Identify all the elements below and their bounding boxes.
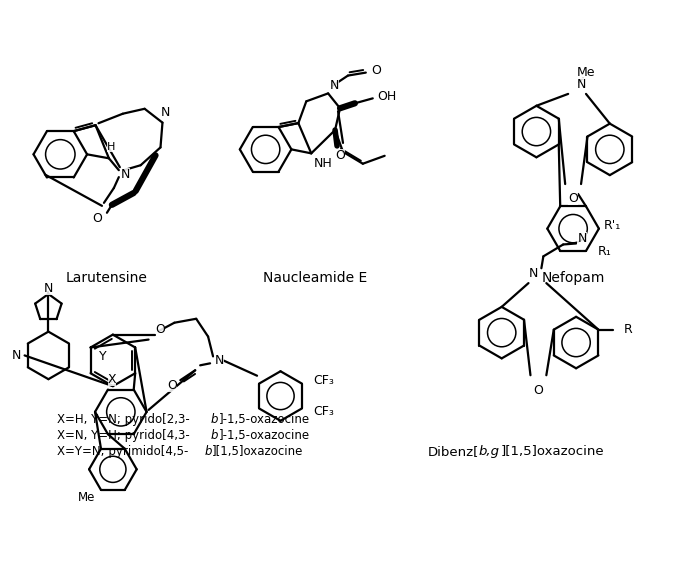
Text: Dibenz[: Dibenz[ <box>427 445 479 458</box>
Text: b: b <box>211 413 219 426</box>
Text: CF₃: CF₃ <box>313 405 334 418</box>
Text: N: N <box>577 232 587 245</box>
Text: X=Y=N; pyrimido[4,5-: X=Y=N; pyrimido[4,5- <box>58 445 188 458</box>
Text: O: O <box>335 149 345 162</box>
Text: O: O <box>155 323 165 336</box>
Text: H: H <box>107 142 115 152</box>
Text: ][1,5]oxazocine: ][1,5]oxazocine <box>212 445 303 458</box>
Text: N: N <box>529 267 538 280</box>
Text: Nefopam: Nefopam <box>541 271 605 285</box>
Text: N: N <box>44 282 53 295</box>
Text: X=N, Y=H; pyrido[4,3-: X=N, Y=H; pyrido[4,3- <box>58 429 190 442</box>
Text: CF₃: CF₃ <box>313 374 334 387</box>
Text: OH: OH <box>377 90 396 103</box>
Text: N: N <box>214 354 224 367</box>
Text: N: N <box>161 106 170 119</box>
Text: ]-1,5-oxazocine: ]-1,5-oxazocine <box>219 413 310 426</box>
Text: O: O <box>92 212 102 225</box>
Text: Y: Y <box>99 350 106 363</box>
Text: Me: Me <box>77 492 95 505</box>
Text: N: N <box>329 79 339 92</box>
Text: X=H, Y=N; pyrido[2,3-: X=H, Y=N; pyrido[2,3- <box>58 413 190 426</box>
Text: O: O <box>568 192 578 205</box>
Text: O: O <box>534 383 543 396</box>
Text: N: N <box>12 349 21 362</box>
Text: O: O <box>371 64 381 77</box>
Text: Larutensine: Larutensine <box>66 271 148 285</box>
Text: ]-1,5-oxazocine: ]-1,5-oxazocine <box>219 429 310 442</box>
Text: R'₁: R'₁ <box>604 219 621 232</box>
Text: b: b <box>204 445 212 458</box>
Text: N: N <box>576 78 586 92</box>
Text: ][1,5]oxazocine: ][1,5]oxazocine <box>501 445 604 458</box>
Text: X: X <box>108 373 116 386</box>
Text: Me: Me <box>577 66 595 79</box>
Text: NH: NH <box>314 157 332 170</box>
Text: R₁: R₁ <box>598 245 612 258</box>
Text: R: R <box>624 323 632 336</box>
Text: N: N <box>121 168 130 181</box>
Text: Naucleamide E: Naucleamide E <box>263 271 367 285</box>
Text: b,g: b,g <box>479 445 500 458</box>
Text: b: b <box>211 429 219 442</box>
Text: O: O <box>167 379 177 392</box>
